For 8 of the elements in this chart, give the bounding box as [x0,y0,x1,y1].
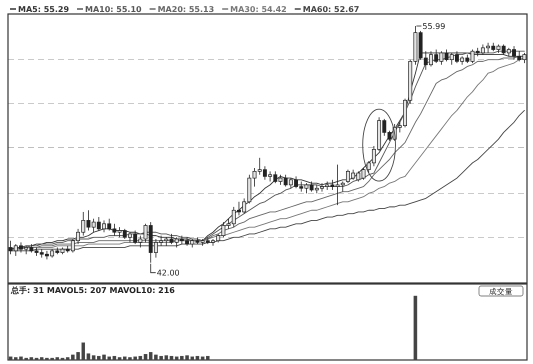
legend-label: MA10: 55.10 [85,5,142,14]
legend-label: MA60: 52.67 [302,5,360,14]
legend-label: MA20: 55.13 [158,5,214,14]
annotation: 42.00 [156,268,180,278]
legend-label: MA30: 54.42 [230,5,287,14]
text: MA5: 55.29 [18,5,70,14]
annotation: 55.99 [422,22,446,32]
chart-title: 总手: 31 MAVOL5: 207 MAVOL10: 216 [10,286,176,295]
